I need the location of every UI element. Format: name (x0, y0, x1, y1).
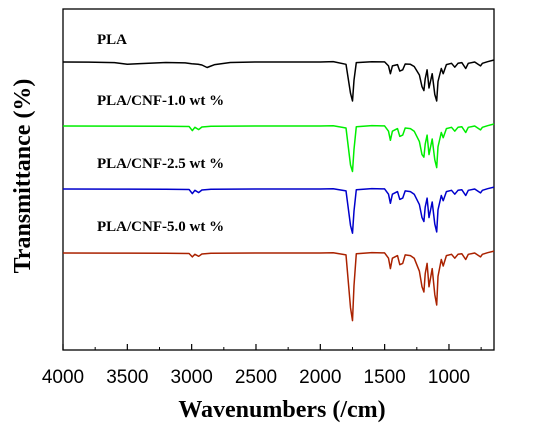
series-line-4 (62, 250, 495, 322)
series-label-2: PLA/CNF-1.0 wt % (97, 93, 224, 109)
x-axis-title: Wavenumbers (/cm) (178, 397, 385, 423)
y-axis-title: Transmittance (%) (10, 79, 36, 274)
x-tick-label: 1500 (364, 367, 406, 388)
series-label-3: PLA/CNF-2.5 wt % (97, 156, 224, 172)
x-tick-label: 2000 (299, 367, 341, 388)
series-label-1: PLA (97, 32, 127, 48)
x-tick-label: 4000 (42, 367, 84, 388)
plot-frame (62, 8, 495, 351)
series-line-1 (62, 59, 495, 102)
x-tick-label: 3500 (106, 367, 148, 388)
series-lines (62, 59, 495, 322)
series-labels: PLA PLA/CNF-1.0 wt % PLA/CNF-2.5 wt % PLA/C… (97, 32, 224, 235)
series-label-4: PLA/CNF-5.0 wt % (97, 219, 224, 235)
x-tick-label: 1000 (428, 367, 470, 388)
series-line-3 (62, 186, 495, 234)
x-tick-label: 3000 (171, 367, 213, 388)
series-line-2 (62, 123, 495, 173)
x-tick-label: 2500 (235, 367, 277, 388)
x-axis-ticks: 4000 3500 3000 2500 2000 1500 1000 (42, 344, 482, 388)
